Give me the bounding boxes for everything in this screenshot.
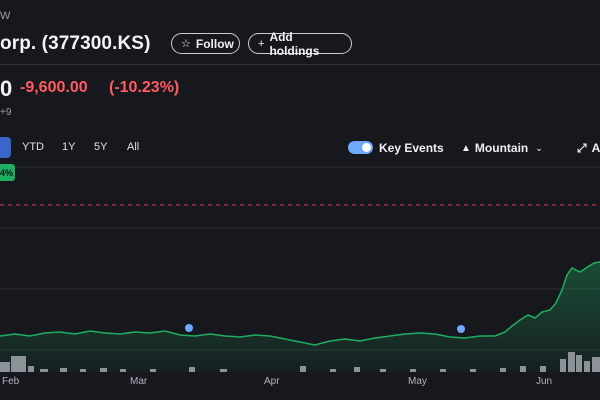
volume-bar — [80, 369, 86, 372]
volume-bar — [120, 369, 126, 372]
range-tab-1y[interactable]: 1Y — [62, 141, 76, 153]
timezone-note: +9 — [0, 107, 12, 118]
volume-bar — [520, 366, 526, 372]
follow-label: Follow — [195, 36, 234, 51]
expand-arrows-icon: ⤢ — [577, 141, 587, 155]
current-price: 0 — [0, 76, 13, 101]
x-axis-month: May — [408, 376, 427, 387]
chart-type-dropdown[interactable]: ▲ Mountain ⌄ — [461, 141, 543, 155]
range-tab-5y[interactable]: 5Y — [94, 141, 108, 153]
volume-bar — [60, 368, 67, 372]
volume-bar — [410, 369, 416, 372]
key-event-marker — [457, 325, 465, 333]
volume-bar — [220, 369, 227, 372]
volume-bar — [300, 366, 306, 372]
follow-button[interactable]: ☆ Follow — [171, 33, 240, 54]
x-axis-month: Feb — [2, 376, 20, 387]
star-outline-icon: ☆ — [181, 38, 191, 50]
exchange-label: W — [0, 10, 11, 22]
key-events-toggle[interactable] — [348, 141, 373, 154]
volume-bar — [330, 369, 336, 372]
x-axis-month: Mar — [130, 376, 148, 387]
mountain-icon: ▲ — [461, 142, 471, 154]
toggle-knob — [362, 143, 371, 152]
volume-bar — [470, 369, 476, 372]
add-holdings-button[interactable]: + Add holdings — [248, 30, 352, 58]
range-tab-all[interactable]: All — [127, 141, 140, 153]
stock-title: orp. (377300.KS) — [0, 33, 151, 54]
range-tab-selected[interactable] — [0, 137, 11, 158]
volume-bar — [0, 362, 10, 372]
chevron-down-icon: ⌄ — [535, 142, 543, 153]
price-line — [0, 261, 600, 346]
header-divider — [0, 64, 600, 65]
volume-bar — [584, 361, 590, 372]
volume-bar — [560, 359, 566, 372]
expand-chart-button[interactable]: ⤢ A — [577, 141, 600, 156]
key-event-marker — [185, 324, 193, 332]
volume-bar — [189, 367, 195, 372]
volume-bar — [40, 369, 48, 372]
expand-label: A — [591, 141, 600, 155]
x-axis-month: Apr — [264, 376, 280, 387]
add-holdings-label: Add holdings — [269, 29, 320, 58]
volume-bar — [100, 368, 107, 372]
chart-type-label: Mountain — [474, 141, 529, 155]
volume-bar — [568, 352, 575, 372]
price-area — [0, 262, 600, 372]
volume-bar — [380, 369, 386, 372]
price-change-percent: (-10.23%) — [109, 79, 180, 96]
volume-bar — [150, 369, 156, 372]
volume-bar — [440, 369, 446, 372]
plus-icon: + — [258, 37, 265, 50]
volume-bar — [28, 366, 34, 372]
volume-bar — [592, 357, 600, 372]
range-tab-ytd[interactable]: YTD — [22, 141, 44, 153]
volume-bar — [11, 356, 26, 372]
change-badge: 4% — [0, 164, 15, 181]
volume-bar — [500, 368, 506, 372]
key-events-label[interactable]: Key Events — [379, 141, 444, 155]
volume-bar — [354, 367, 360, 372]
x-axis-month: Jun — [536, 376, 553, 387]
volume-bar — [576, 355, 582, 372]
volume-bar — [540, 366, 546, 372]
price-change: -9,600.00 — [20, 79, 88, 96]
